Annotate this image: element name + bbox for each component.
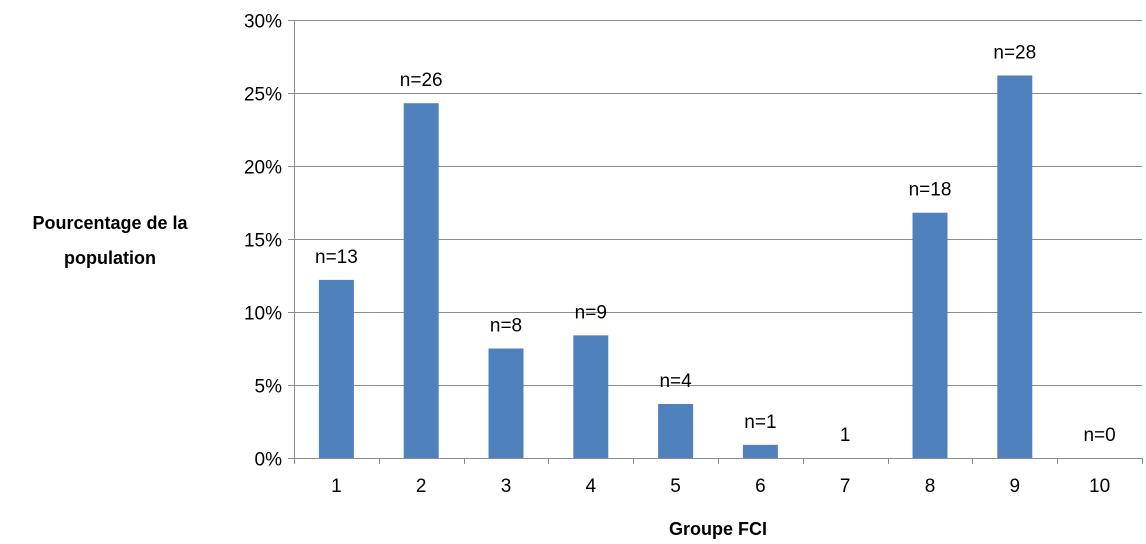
x-tick-label: 5	[670, 476, 681, 497]
y-tick-label: 30%	[244, 12, 282, 33]
data-label: n=1	[744, 412, 776, 433]
y-tick-label: 25%	[244, 85, 282, 106]
bar	[742, 444, 778, 458]
data-label: n=0	[1083, 425, 1115, 446]
bar	[912, 212, 948, 458]
bar	[318, 279, 354, 458]
data-label: 1	[840, 425, 851, 446]
bars	[318, 75, 1033, 458]
x-tick-label: 10	[1089, 476, 1110, 497]
y-tick-labels: 0% 5% 10% 15% 20% 25% 30%	[244, 12, 282, 471]
data-label: n=13	[315, 247, 358, 268]
y-axis-title-line-2: population	[64, 248, 156, 268]
x-tick-labels: 1 2 3 4 5 6 7 8 9 10	[331, 476, 1110, 497]
data-label: n=4	[659, 371, 692, 392]
x-tick-label: 4	[586, 476, 597, 497]
x-tick-label: 9	[1010, 476, 1021, 497]
data-label: n=28	[993, 42, 1036, 63]
bar	[997, 75, 1033, 458]
bar	[573, 335, 609, 458]
bar	[658, 403, 694, 458]
x-tick-label: 2	[416, 476, 427, 497]
x-tick-label: 8	[925, 476, 936, 497]
x-tick-label: 3	[501, 476, 512, 497]
y-tick-label: 0%	[255, 450, 283, 471]
data-label: n=9	[575, 302, 607, 323]
x-tick-label: 6	[755, 476, 766, 497]
axes	[288, 20, 1143, 464]
y-tick-label: 20%	[244, 158, 282, 179]
x-tick-label: 1	[331, 476, 342, 497]
bar	[488, 348, 524, 458]
x-tick-label: 7	[840, 476, 851, 497]
data-label: n=18	[909, 180, 952, 201]
data-labels: n=13 n=26 n=8 n=9 n=4 n=1 1 n=18 n=28 n=0	[315, 42, 1116, 446]
bar	[403, 103, 439, 458]
y-tick-label: 10%	[244, 304, 282, 325]
data-label: n=8	[490, 316, 522, 337]
data-label: n=26	[400, 70, 443, 91]
x-axis-title: Groupe FCI	[669, 519, 767, 539]
y-tick-label: 5%	[255, 377, 283, 398]
y-axis-title-line-1: Pourcentage de la	[32, 213, 188, 233]
y-tick-label: 15%	[244, 231, 282, 252]
